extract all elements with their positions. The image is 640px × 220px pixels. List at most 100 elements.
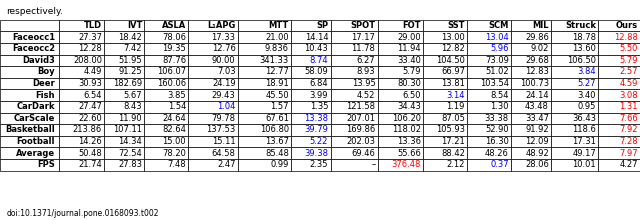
Bar [238,113,291,124]
Text: 3.08: 3.08 [619,91,637,100]
Bar [59,43,104,55]
Bar [59,55,104,66]
Bar [551,43,598,55]
Bar [145,113,188,124]
Bar [188,31,238,43]
Text: 29.68: 29.68 [525,56,549,65]
Bar [598,66,640,78]
Bar [188,43,238,55]
Text: 14.14: 14.14 [305,33,328,42]
Bar [291,124,331,136]
Text: 1.04: 1.04 [217,102,236,111]
Text: 33.47: 33.47 [525,114,549,123]
Bar [145,43,188,55]
Text: 0.37: 0.37 [490,160,509,169]
Text: 12.82: 12.82 [441,44,465,53]
Bar [551,20,598,31]
Bar [291,78,331,89]
Bar [188,55,238,66]
Text: 4.49: 4.49 [84,68,102,77]
Bar [423,89,467,101]
Text: 2.57: 2.57 [619,68,637,77]
Text: 29.86: 29.86 [525,33,549,42]
Text: 39.79: 39.79 [305,125,328,134]
Bar [59,78,104,89]
Bar [188,159,238,170]
Bar [59,89,104,101]
Text: 17.21: 17.21 [441,137,465,146]
Bar [145,66,188,78]
Bar [423,147,467,159]
Bar [423,31,467,43]
Text: 28.06: 28.06 [525,160,549,169]
Bar [104,43,145,55]
Bar [467,101,511,113]
Bar [551,124,598,136]
Bar [291,55,331,66]
Bar [104,66,145,78]
Text: 9.836: 9.836 [265,44,289,53]
Bar [423,136,467,147]
Bar [104,159,145,170]
Bar [331,89,378,101]
Bar [291,159,331,170]
Text: 51.02: 51.02 [485,68,509,77]
Bar [467,43,511,55]
Text: 106.07: 106.07 [157,68,186,77]
Text: 5.96: 5.96 [490,44,509,53]
Bar [511,159,551,170]
Text: 5.79: 5.79 [619,56,637,65]
Bar [145,55,188,66]
Text: 18.42: 18.42 [118,33,142,42]
Text: 21.00: 21.00 [266,33,289,42]
Bar [423,124,467,136]
Bar [0,101,59,113]
Text: 87.76: 87.76 [162,56,186,65]
Bar [467,66,511,78]
Bar [238,124,291,136]
Text: 103.54: 103.54 [480,79,509,88]
Text: 91.25: 91.25 [118,68,142,77]
Bar [238,78,291,89]
Bar [104,124,145,136]
Text: CarDark: CarDark [17,102,55,111]
Text: Ours: Ours [616,21,637,30]
Text: 13.81: 13.81 [441,79,465,88]
Bar [378,55,423,66]
Text: L₁APG: L₁APG [207,21,236,30]
Bar [0,66,59,78]
Text: 15.11: 15.11 [212,137,236,146]
Bar [598,113,640,124]
Text: 8.43: 8.43 [124,102,142,111]
Text: 182.69: 182.69 [113,79,142,88]
Bar [238,101,291,113]
Text: Football: Football [17,137,55,146]
Text: 13.04: 13.04 [485,33,509,42]
Text: 5.22: 5.22 [310,137,328,146]
Bar [378,113,423,124]
Text: 64.58: 64.58 [212,149,236,158]
Bar [238,147,291,159]
Text: 21.74: 21.74 [78,160,102,169]
Text: 9.02: 9.02 [531,44,549,53]
Bar [0,113,59,124]
Bar [291,31,331,43]
Bar [378,124,423,136]
Text: –: – [371,160,376,169]
Text: 7.97: 7.97 [619,149,637,158]
Bar [238,20,291,31]
Bar [291,89,331,101]
Text: 106.50: 106.50 [567,56,596,65]
Bar [0,89,59,101]
Text: 8.54: 8.54 [490,91,509,100]
Bar [423,20,467,31]
Text: ASLA: ASLA [162,21,186,30]
Text: 100.73: 100.73 [520,79,549,88]
Text: 49.17: 49.17 [572,149,596,158]
Bar [511,136,551,147]
Text: 18.91: 18.91 [265,79,289,88]
Text: 48.26: 48.26 [485,149,509,158]
Bar [104,101,145,113]
Text: IVT: IVT [127,21,142,30]
Text: 2.12: 2.12 [447,160,465,169]
